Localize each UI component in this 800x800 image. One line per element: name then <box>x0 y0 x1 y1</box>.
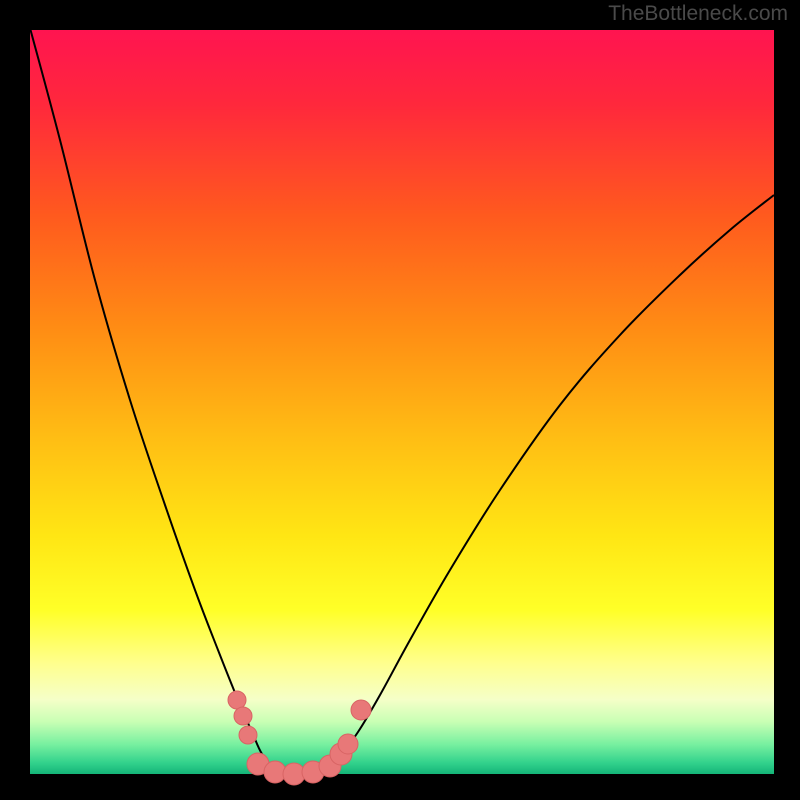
marker-point <box>239 726 257 744</box>
marker-point <box>351 700 371 720</box>
bottleneck-curve <box>30 28 774 774</box>
curve-overlay <box>0 0 800 800</box>
marker-point <box>228 691 246 709</box>
marker-point <box>338 734 358 754</box>
watermark-text: TheBottleneck.com <box>608 2 788 26</box>
marker-point <box>234 707 252 725</box>
